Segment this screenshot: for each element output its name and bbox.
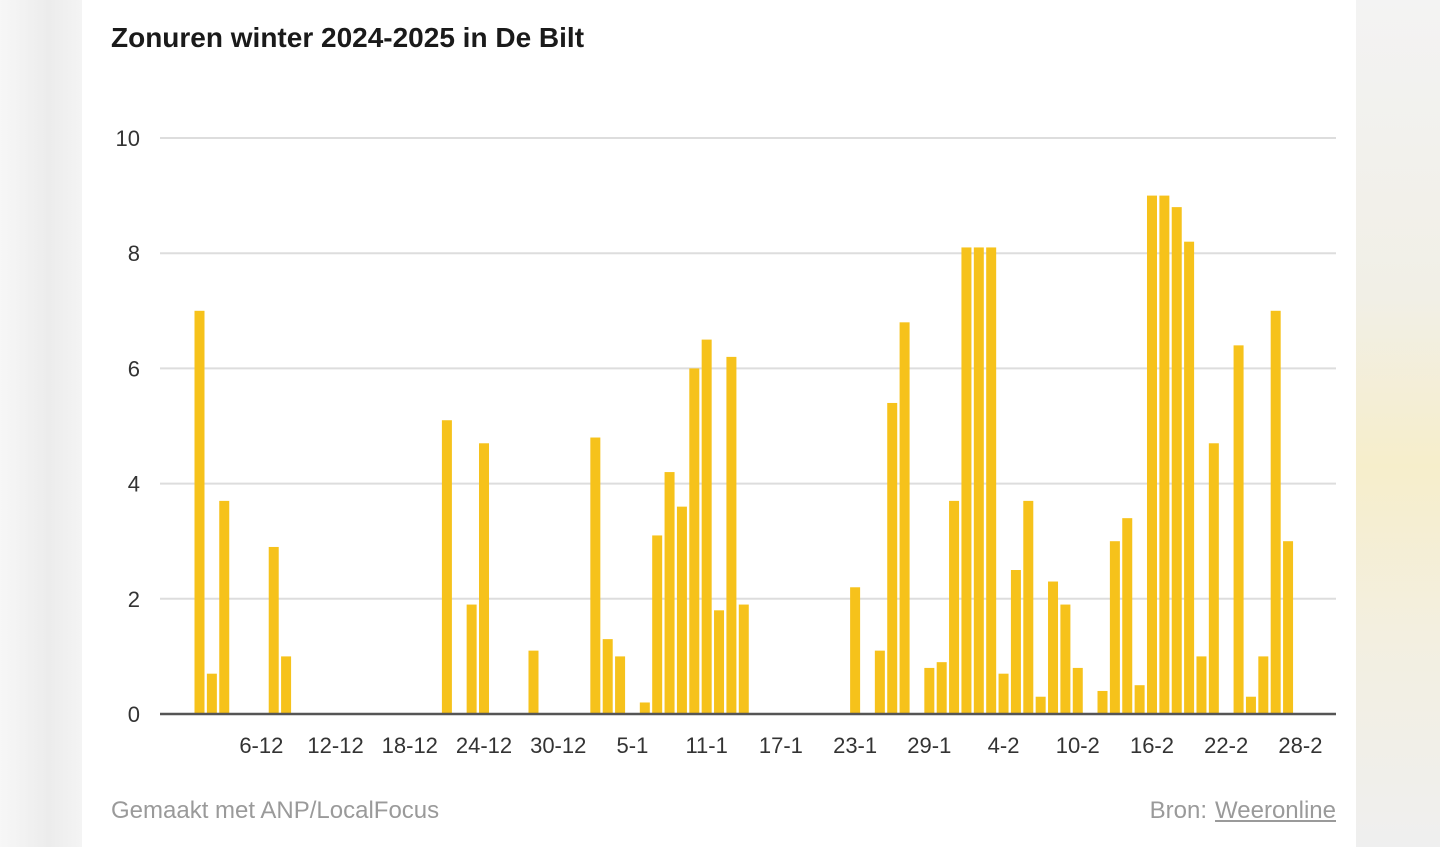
bar-18-2: [1171, 207, 1182, 714]
bar-5-2: [1010, 570, 1021, 714]
bar-26-1: [887, 402, 898, 714]
bar-23-2: [1233, 345, 1244, 714]
bar-14-1: [738, 604, 749, 714]
bar-29-1: [924, 667, 935, 714]
source-label: Bron:: [1149, 797, 1208, 824]
y-tick-label: 0: [128, 702, 140, 727]
gridlines: [160, 137, 1336, 600]
source-attribution: Bron: Weeronline: [1150, 797, 1336, 825]
backdrop-left: [0, 0, 82, 847]
x-tick-label: 28-2: [1278, 733, 1322, 758]
axes: 0 2 4 6 8 10 6-12 12-12 18-12 24-12 30-12 5-1 11-1 17…: [116, 126, 1336, 758]
bar-6-1: [639, 702, 650, 714]
x-tick-label: 5-1: [617, 733, 649, 758]
bar-8-2: [1048, 581, 1059, 714]
chart-card: Zonuren winter 2024-2025 in De Bilt 0 2 4 6…: [82, 0, 1356, 847]
x-tick-label: 30-12: [530, 733, 586, 758]
bar-4-2: [998, 673, 1009, 714]
bar-10-2: [1072, 667, 1083, 714]
bar-4-1: [615, 656, 626, 714]
bar-13-2: [1109, 541, 1120, 714]
source-link[interactable]: Weeronline: [1215, 797, 1336, 824]
bar-11-1: [701, 339, 712, 714]
bar-7-1: [652, 535, 663, 714]
bar-26-2: [1270, 310, 1281, 714]
x-tick-label: 6-12: [239, 733, 283, 758]
bar-2-12: [206, 673, 217, 714]
x-tick-label: 10-2: [1056, 733, 1100, 758]
bar-7-12: [268, 546, 279, 714]
bar-27-1: [899, 322, 910, 714]
bar-12-2: [1097, 690, 1108, 714]
bar-25-2: [1258, 656, 1269, 714]
bar-14-2: [1122, 518, 1133, 714]
bar-6-2: [1023, 500, 1034, 714]
bar-1-2: [961, 247, 972, 714]
y-tick-label: 2: [128, 587, 140, 612]
bar-7-2: [1035, 696, 1046, 714]
y-tick-label: 6: [128, 356, 140, 381]
bar-31-1: [949, 500, 960, 714]
bar-23-1: [850, 587, 861, 714]
bar-10-1: [689, 368, 700, 714]
x-tick-label: 23-1: [833, 733, 877, 758]
bar-9-1: [676, 506, 687, 714]
bars: [194, 195, 1294, 715]
bar-16-2: [1146, 195, 1157, 715]
x-tick-label: 29-1: [907, 733, 951, 758]
bar-23-12: [466, 604, 477, 714]
bar-1-12: [194, 310, 205, 714]
bar-21-12: [441, 420, 452, 714]
bar-chart: 0 2 4 6 8 10 6-12 12-12 18-12 24-12 30-12 5-1 11-1 17…: [116, 126, 1336, 758]
bar-27-2: [1283, 541, 1294, 714]
bar-3-2: [986, 247, 997, 714]
bar-24-12: [479, 443, 490, 714]
bar-3-12: [219, 500, 230, 714]
y-tick-label: 4: [128, 472, 140, 497]
bar-19-2: [1184, 241, 1195, 714]
x-tick-label: 16-2: [1130, 733, 1174, 758]
bar-30-1: [936, 662, 947, 714]
bar-28-12: [528, 650, 539, 714]
bar-2-1: [590, 437, 601, 714]
x-tick-label: 17-1: [759, 733, 803, 758]
x-tick-label: 4-2: [988, 733, 1020, 758]
bar-24-2: [1245, 696, 1256, 714]
credit-text: Gemaakt met ANP/LocalFocus: [111, 797, 440, 824]
x-tick-label: 18-12: [382, 733, 438, 758]
bar-17-2: [1159, 195, 1170, 715]
bar-12-1: [714, 610, 725, 714]
bar-21-2: [1208, 443, 1219, 714]
y-tick-label: 10: [116, 126, 140, 151]
y-tick-label: 8: [128, 241, 140, 266]
bar-20-2: [1196, 656, 1207, 714]
bar-13-1: [726, 356, 737, 714]
bar-8-12: [281, 656, 292, 714]
x-tick-label: 22-2: [1204, 733, 1248, 758]
bar-25-1: [874, 650, 885, 714]
x-tick-label: 11-1: [685, 733, 727, 758]
chart-title: Zonuren winter 2024-2025 in De Bilt: [111, 22, 585, 53]
x-tick-label: 24-12: [456, 733, 512, 758]
bar-8-1: [664, 472, 675, 714]
bar-15-2: [1134, 685, 1145, 714]
bar-3-1: [602, 639, 613, 714]
bar-9-2: [1060, 604, 1071, 714]
bar-2-2: [973, 247, 984, 714]
x-tick-label: 12-12: [307, 733, 363, 758]
backdrop-right: [1356, 0, 1440, 847]
